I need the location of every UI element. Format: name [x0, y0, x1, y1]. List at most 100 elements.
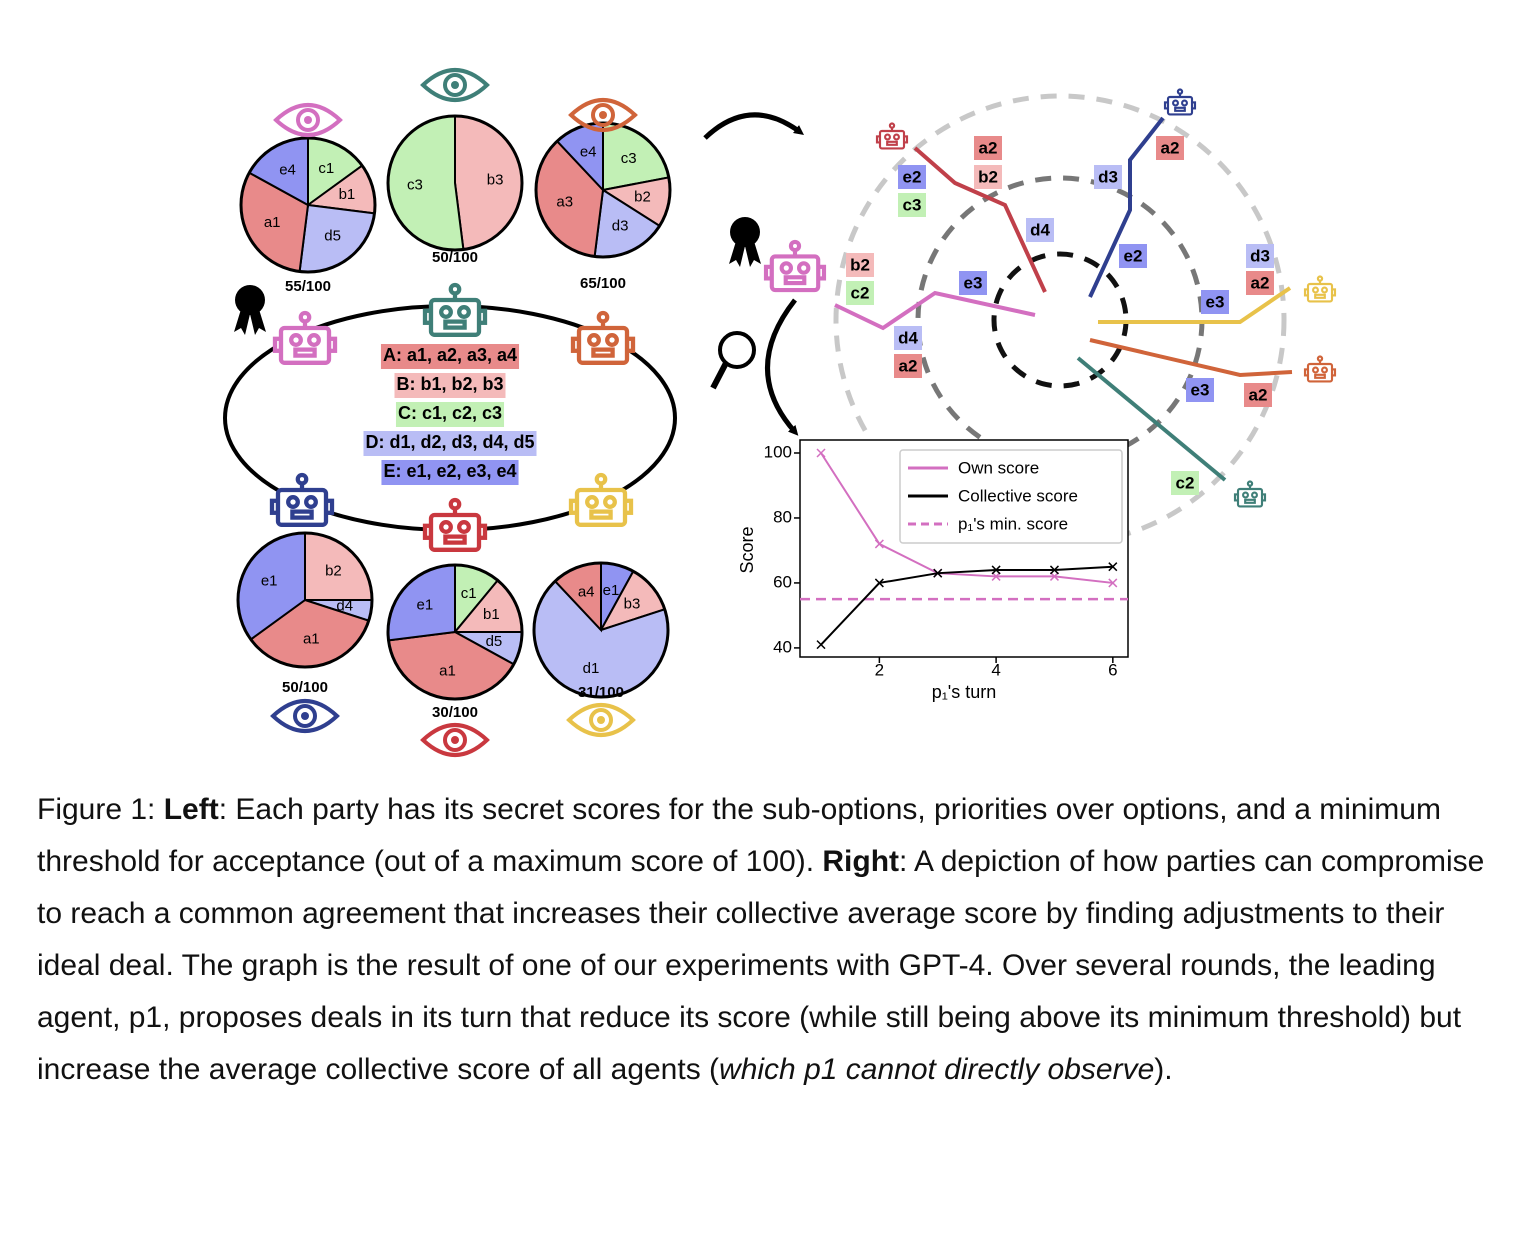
pie-score: 30/100 [432, 704, 478, 721]
robot-eye [1312, 366, 1319, 374]
sub-option-tag [1026, 218, 1054, 242]
eye-pupil [599, 111, 607, 119]
x-axis-label: p₁'s turn [932, 682, 997, 702]
pie-slice-label: a1 [264, 214, 281, 231]
point-marker [991, 565, 1001, 575]
sub-option-label: d3 [1098, 167, 1118, 186]
x-tick-label: 2 [875, 660, 884, 679]
robot-eye [1181, 99, 1188, 107]
caption-text: Left [163, 793, 219, 826]
robot-mouth [1314, 373, 1326, 379]
robot-eye [439, 520, 453, 534]
arrow [703, 112, 805, 140]
eye-iris [296, 108, 320, 132]
sub-option-tag [1246, 244, 1274, 268]
sub-option-label: a2 [1251, 273, 1270, 292]
robot-antenna-tip [1246, 480, 1254, 487]
sub-option-label: a2 [979, 138, 998, 157]
pie-score: 50/100 [282, 679, 328, 696]
robot-antenna-tip [295, 472, 309, 486]
sub-option-tag [1156, 136, 1184, 160]
sub-option-label: e2 [903, 167, 922, 186]
option-text: C: c1, c2, c3 [398, 403, 502, 423]
caption-text: : A depiction of how parties can comprom… [37, 845, 1485, 1086]
sub-option-tag [974, 165, 1002, 189]
pie-outline [236, 531, 374, 669]
robot-antenna-tip [448, 497, 462, 511]
robot-eye [457, 305, 471, 319]
y-tick-label: 80 [773, 507, 792, 526]
medal-icon [234, 285, 266, 335]
sub-option-label: c2 [1176, 473, 1195, 492]
sub-option-label: e3 [964, 273, 983, 292]
sub-option-label: e2 [1124, 246, 1143, 265]
y-tick-label: 40 [773, 637, 792, 656]
pie-slice-label: e4 [279, 161, 296, 178]
robot-eye [1321, 366, 1328, 374]
pie-slice-label: e1 [417, 596, 434, 613]
sub-option-tag [1186, 378, 1214, 402]
legend-box [899, 449, 1123, 544]
eye-outline [568, 98, 638, 132]
eye-iris [591, 103, 615, 127]
eye-pupil [451, 736, 459, 744]
robot-eye [1172, 99, 1179, 107]
robot-icon [422, 497, 488, 552]
sub-option-label: b2 [978, 167, 998, 186]
caption: Figure 1: Left: Each party has its secre… [37, 784, 1512, 1096]
y-tick-label: 60 [773, 572, 792, 591]
pie-slice-label: b2 [634, 189, 651, 206]
proposal-path [1088, 116, 1165, 298]
sub-option-tag [1119, 244, 1147, 268]
sub-option-tag [898, 193, 926, 217]
pie-slice-label: b3 [624, 595, 641, 612]
pie-outline [386, 114, 524, 252]
option-text: B: b1, b2, b3 [396, 374, 503, 394]
eye-icon [568, 98, 638, 132]
point-marker [1049, 571, 1059, 581]
robot-mouth [293, 347, 317, 358]
robot-eye [587, 333, 601, 347]
point-marker [874, 539, 884, 549]
robot-eye [457, 520, 471, 534]
robot-mouth [290, 509, 314, 520]
robot-eye [884, 133, 891, 141]
eye-pupil [451, 81, 459, 89]
robot-antenna-tip [448, 282, 462, 296]
pie-slice-label: a1 [439, 662, 456, 679]
option-text: A: a1, a2, a3, a4 [383, 345, 517, 365]
robot-mouth [886, 140, 898, 146]
legend-label: p₁'s min. score [958, 514, 1068, 533]
robot-eye [307, 333, 321, 347]
pie-slice-label: b1 [339, 186, 356, 203]
pie-score: 31/100 [578, 684, 624, 701]
point-marker [874, 578, 884, 588]
sub-option-label: d3 [1250, 246, 1270, 265]
robot-mouth [591, 347, 615, 358]
pie-outline [239, 136, 377, 274]
eye-icon [273, 103, 343, 137]
pie-slice-label: b2 [325, 563, 342, 580]
sub-option-tag [1201, 290, 1229, 314]
sub-option-tag [1244, 383, 1272, 407]
option-highlight [395, 402, 505, 427]
robot-eye [603, 495, 617, 509]
option-text: E: e1, e2, e3, e4 [383, 461, 516, 481]
robot-antenna-tip [1176, 88, 1184, 95]
point-marker [816, 640, 826, 650]
robot-icon [269, 472, 335, 527]
pie-slice-label: a4 [578, 584, 595, 601]
caption-text: Right [822, 845, 900, 878]
robot-eye [893, 133, 900, 141]
sub-option-tag [846, 281, 874, 305]
sub-option-tag [898, 165, 926, 189]
eye-icon [420, 68, 490, 102]
robot-antenna-tip [1316, 355, 1324, 362]
robot-eye [605, 333, 619, 347]
eye-icon [566, 703, 636, 737]
robot-eye [1242, 491, 1249, 499]
caption-text: Figure 1: [37, 793, 164, 826]
proposal-path [1098, 286, 1292, 324]
sub-option-label: e3 [1191, 380, 1210, 399]
robot-mouth [1314, 293, 1326, 299]
